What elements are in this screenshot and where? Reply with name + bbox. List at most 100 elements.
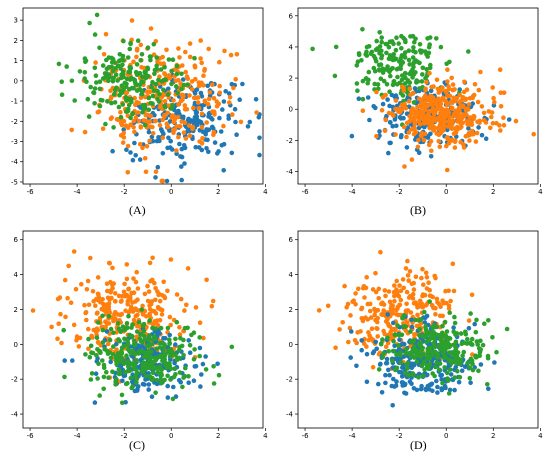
scatter-point bbox=[161, 344, 167, 350]
scatter-point bbox=[403, 81, 408, 86]
scatter-point bbox=[421, 282, 426, 287]
scatter-point bbox=[454, 331, 460, 336]
scatter-point bbox=[501, 123, 507, 128]
scatter-point bbox=[162, 113, 167, 118]
scatter-point bbox=[386, 44, 392, 50]
scatter-point bbox=[148, 57, 153, 63]
scatter-point bbox=[427, 299, 432, 304]
scatter-point bbox=[406, 57, 412, 63]
scatter-point bbox=[433, 275, 438, 281]
scatter-point bbox=[63, 314, 68, 320]
scatter-point bbox=[427, 362, 433, 367]
scatter-point bbox=[436, 301, 442, 307]
scatter-point bbox=[408, 34, 413, 39]
y-tick-label: 2 bbox=[289, 75, 293, 83]
scatter-point bbox=[354, 81, 360, 86]
scatter-point bbox=[400, 380, 406, 385]
scatter-point bbox=[378, 76, 384, 81]
scatter-point bbox=[424, 79, 429, 85]
scatter-point bbox=[145, 298, 151, 304]
scatter-point bbox=[97, 393, 102, 398]
scatter-point bbox=[91, 90, 96, 95]
scatter-point bbox=[400, 277, 406, 282]
x-tick-label: 2 bbox=[216, 432, 220, 440]
scatter-point bbox=[464, 87, 470, 92]
scatter-point bbox=[142, 336, 147, 342]
scatter-point bbox=[204, 146, 209, 151]
y-tick-label: 6 bbox=[14, 236, 19, 244]
scatter-point bbox=[114, 355, 119, 360]
scatter-point bbox=[390, 348, 396, 354]
scatter-point bbox=[121, 344, 127, 349]
scatter-point bbox=[416, 353, 421, 358]
scatter-point bbox=[362, 295, 367, 300]
scatter-point bbox=[420, 266, 425, 272]
scatter-point bbox=[396, 343, 401, 348]
scatter-point bbox=[414, 78, 419, 83]
scatter-point bbox=[355, 330, 360, 335]
scatter-point bbox=[142, 106, 147, 111]
scatter-point bbox=[452, 87, 457, 92]
scatter-point bbox=[238, 119, 244, 125]
scatter-point bbox=[492, 99, 497, 105]
scatter-point bbox=[180, 92, 186, 98]
scatter-point bbox=[109, 100, 114, 106]
scatter-point bbox=[71, 249, 77, 254]
scatter-point bbox=[430, 325, 436, 331]
scatter-point bbox=[394, 67, 400, 72]
scatter-point bbox=[127, 332, 132, 338]
scatter-point bbox=[393, 367, 399, 372]
scatter-point bbox=[138, 42, 144, 48]
scatter-point bbox=[446, 288, 451, 294]
scatter-point bbox=[182, 145, 188, 151]
scatter-point bbox=[221, 99, 227, 104]
y-tick-label: -3 bbox=[11, 138, 18, 146]
scatter-point bbox=[155, 289, 160, 294]
scatter-point bbox=[148, 278, 153, 284]
scatter-point bbox=[150, 124, 155, 130]
scatter-point bbox=[458, 331, 464, 336]
scatter-point bbox=[451, 95, 456, 101]
scatter-point bbox=[442, 383, 448, 389]
scatter-point bbox=[174, 319, 180, 325]
scatter-point bbox=[418, 50, 424, 55]
scatter-point bbox=[167, 73, 172, 78]
scatter-point bbox=[504, 326, 510, 332]
scatter-point bbox=[360, 78, 366, 84]
scatter-point bbox=[483, 136, 489, 141]
x-tick-label: 4 bbox=[538, 188, 543, 196]
scatter-point bbox=[432, 373, 437, 379]
scatter-point bbox=[376, 296, 381, 301]
scatter-point bbox=[418, 386, 424, 392]
scatter-point bbox=[95, 275, 101, 280]
scatter-point bbox=[150, 341, 155, 347]
scatter-point bbox=[186, 380, 191, 385]
scatter-point bbox=[471, 113, 476, 119]
y-tick-label: -4 bbox=[286, 411, 294, 419]
scatter-point bbox=[436, 117, 442, 123]
scatter-point bbox=[198, 56, 203, 61]
scatter-point bbox=[422, 100, 427, 105]
scatter-point bbox=[162, 377, 167, 383]
scatter-point bbox=[384, 50, 389, 56]
scatter-point bbox=[125, 143, 131, 149]
scatter-point bbox=[453, 130, 459, 135]
scatter-point bbox=[116, 337, 121, 342]
scatter-point bbox=[159, 380, 164, 386]
scatter-point bbox=[385, 312, 390, 317]
scatter-point bbox=[373, 289, 379, 295]
scatter-point bbox=[129, 18, 135, 23]
scatter-point bbox=[391, 113, 396, 118]
scatter-point bbox=[97, 79, 103, 84]
scatter-point bbox=[122, 373, 128, 378]
scatter-point bbox=[168, 145, 173, 150]
scatter-point bbox=[89, 350, 94, 355]
x-tick-label: -6 bbox=[27, 432, 35, 440]
scatter-point bbox=[389, 66, 395, 71]
scatter-point bbox=[153, 365, 159, 371]
scatter-point bbox=[153, 175, 158, 180]
scatter-point bbox=[379, 312, 384, 317]
scatter-point bbox=[405, 308, 411, 313]
scatter-point bbox=[401, 115, 406, 121]
scatter-point bbox=[408, 92, 413, 98]
